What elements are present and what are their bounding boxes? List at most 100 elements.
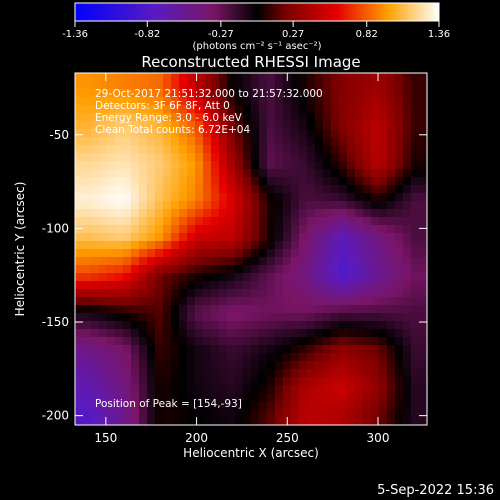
heatmap-cell: [75, 241, 84, 250]
heatmap-cell: [179, 281, 188, 290]
heatmap-cell: [155, 273, 164, 282]
heatmap-cell: [419, 129, 427, 138]
heatmap-cell: [75, 313, 84, 322]
heatmap-cell: [387, 297, 396, 306]
annotation-time-range: 29-Oct-2017 21:51:32.000 to 21:57:32.000: [95, 88, 323, 100]
heatmap-cell: [307, 97, 316, 106]
heatmap-cell: [259, 361, 268, 370]
colorbar-unit-label: (photons cm⁻² s⁻¹ asec⁻²): [192, 41, 321, 52]
heatmap-cell: [283, 305, 292, 314]
heatmap-cell: [315, 193, 324, 202]
heatmap-cell: [179, 193, 188, 202]
heatmap-cell: [403, 377, 412, 386]
heatmap-cell: [347, 289, 356, 298]
heatmap-cell: [171, 185, 180, 194]
heatmap-cell: [259, 353, 268, 362]
heatmap-cell: [275, 273, 284, 282]
heatmap-cell: [227, 337, 236, 346]
heatmap-cell: [147, 97, 156, 106]
x-axis-ticks: 150 200 250 300: [94, 73, 389, 445]
heatmap-cell: [155, 305, 164, 314]
heatmap-cell: [251, 89, 260, 98]
heatmap-cell: [155, 217, 164, 226]
heatmap-cell: [139, 225, 148, 234]
heatmap-cell: [299, 113, 308, 122]
heatmap-cell: [371, 129, 380, 138]
heatmap-cell: [403, 225, 412, 234]
heatmap-cell: [139, 73, 148, 82]
heatmap-cell: [259, 409, 268, 418]
heatmap-cell: [91, 377, 100, 386]
heatmap-cell: [163, 249, 172, 258]
heatmap-cell: [267, 393, 276, 402]
heatmap-cell: [227, 193, 236, 202]
heatmap-cell: [115, 353, 124, 362]
heatmap-cell: [107, 233, 116, 242]
x-tick-label: 300: [367, 431, 390, 445]
heatmap-cell: [203, 217, 212, 226]
heatmap-cell: [187, 241, 196, 250]
heatmap-cell: [123, 233, 132, 242]
heatmap-cell: [187, 369, 196, 378]
heatmap-cell: [75, 345, 84, 354]
heatmap-cell: [395, 297, 404, 306]
heatmap-cell: [115, 217, 124, 226]
heatmap-cell: [123, 249, 132, 258]
heatmap-cell: [227, 289, 236, 298]
heatmap-cell: [123, 377, 132, 386]
heatmap-cell: [283, 129, 292, 138]
heatmap-cell: [243, 209, 252, 218]
heatmap-cell: [155, 225, 164, 234]
heatmap-cell: [179, 289, 188, 298]
heatmap-cell: [155, 89, 164, 98]
heatmap-cell: [339, 169, 348, 178]
heatmap-cell: [379, 361, 388, 370]
heatmap-cell: [219, 153, 228, 162]
heatmap-cell: [371, 161, 380, 170]
colorbar: [75, 3, 439, 21]
heatmap-cell: [115, 281, 124, 290]
heatmap-cell: [107, 81, 116, 90]
heatmap-cell: [171, 401, 180, 410]
heatmap-cell: [139, 161, 148, 170]
heatmap-cell: [155, 345, 164, 354]
heatmap-cell: [235, 81, 244, 90]
heatmap-cell: [219, 193, 228, 202]
heatmap-cell: [195, 113, 204, 122]
heatmap-cell: [371, 353, 380, 362]
heatmap-cell: [267, 417, 276, 425]
heatmap-cell: [187, 153, 196, 162]
heatmap-cell: [123, 273, 132, 282]
heatmap-cell: [99, 129, 108, 138]
heatmap-cell: [259, 329, 268, 338]
heatmap-cell: [251, 297, 260, 306]
heatmap-cell: [355, 177, 364, 186]
heatmap-cell: [371, 73, 380, 82]
heatmap-cell: [147, 121, 156, 130]
heatmap-cell: [283, 377, 292, 386]
heatmap-cell: [147, 297, 156, 306]
heatmap-cell: [283, 257, 292, 266]
heatmap-cell: [131, 81, 140, 90]
heatmap-cell: [179, 81, 188, 90]
heatmap-cell: [291, 409, 300, 418]
heatmap-cell: [291, 161, 300, 170]
heatmap-cell: [259, 321, 268, 330]
heatmap-cell: [307, 209, 316, 218]
heatmap-cell: [187, 249, 196, 258]
heatmap-cell: [363, 393, 372, 402]
heatmap-cell: [243, 105, 252, 114]
heatmap-cell: [131, 329, 140, 338]
heatmap-cell: [99, 337, 108, 346]
heatmap-cell: [299, 185, 308, 194]
heatmap-cell: [387, 337, 396, 346]
heatmap-cell: [355, 129, 364, 138]
heatmap-cell: [267, 145, 276, 154]
heatmap-cell: [203, 249, 212, 258]
heatmap-cell: [299, 401, 308, 410]
heatmap-cell: [315, 289, 324, 298]
heatmap-cell: [139, 145, 148, 154]
heatmap-cell: [291, 81, 300, 90]
heatmap-cell: [243, 417, 252, 425]
heatmap-cell: [283, 289, 292, 298]
